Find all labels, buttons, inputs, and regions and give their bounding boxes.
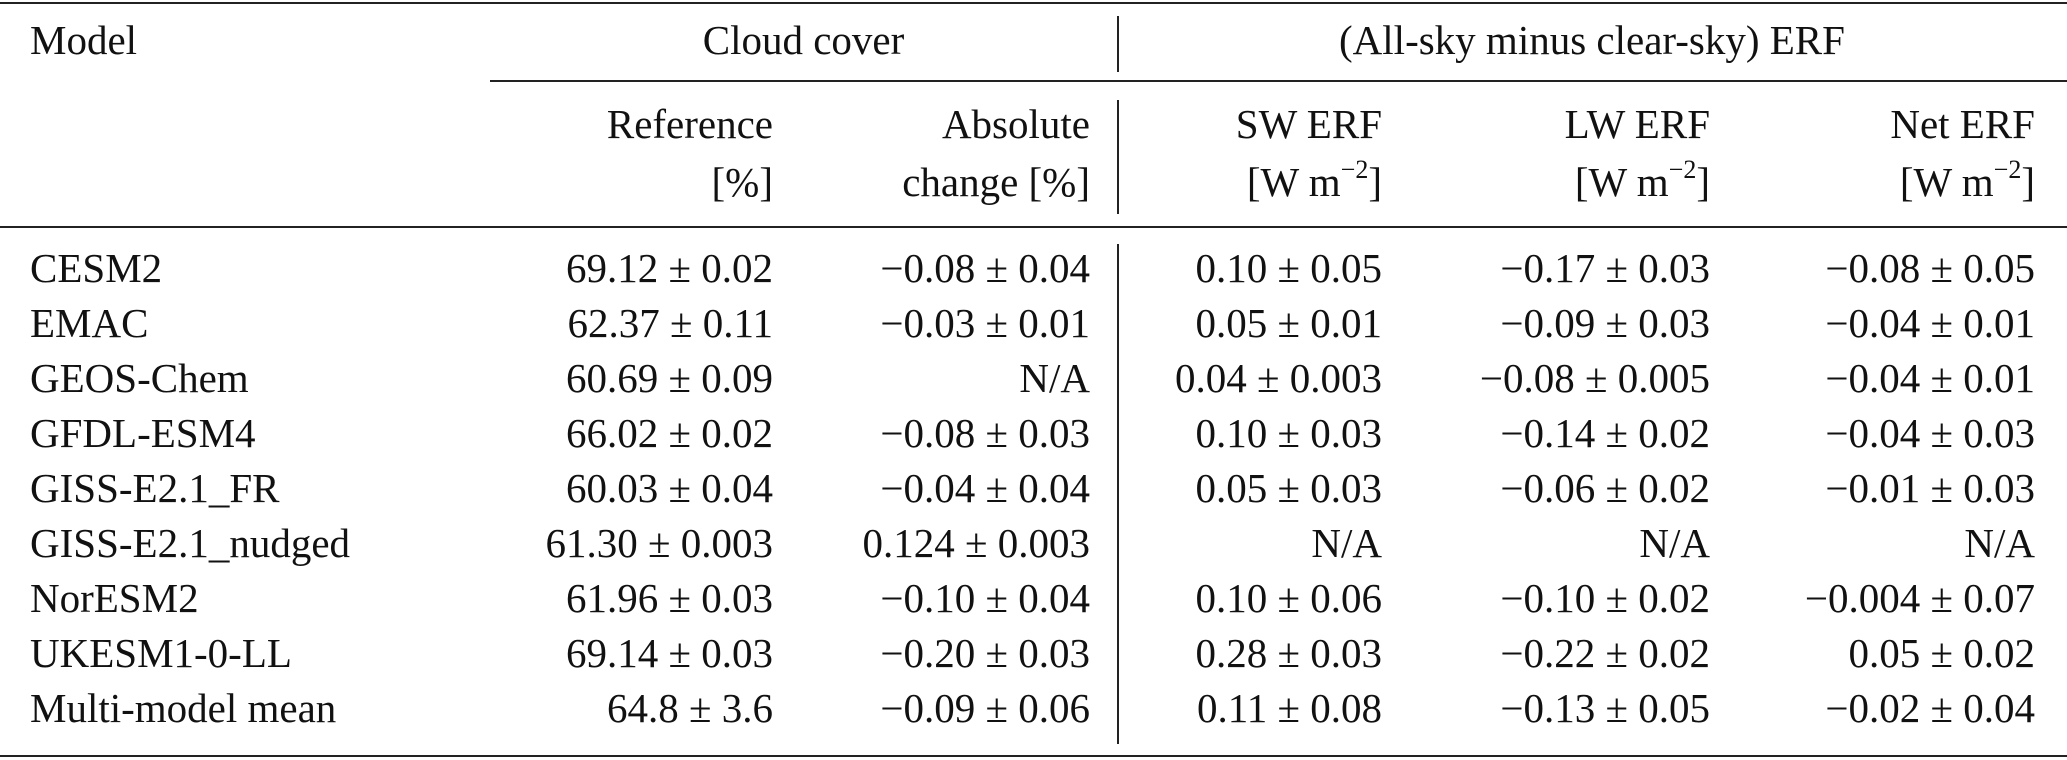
header-absolute: Absolute — [941, 101, 1090, 147]
column-divider-header — [1117, 100, 1119, 214]
cell-sw-erf: 0.04 ± 0.003 — [1174, 355, 1382, 401]
bottom-rule — [0, 755, 2067, 757]
cell-absolute-change: −0.08 ± 0.03 — [880, 410, 1090, 456]
header-sw-erf: SW ERF — [1235, 101, 1382, 147]
unit-exponent: −2 — [1993, 155, 2022, 184]
cell-sw-erf: 0.11 ± 0.08 — [1197, 685, 1382, 731]
header-rule — [0, 226, 2067, 228]
column-divider-top — [1117, 16, 1119, 72]
header-net-unit: [W m−2] — [1720, 155, 2035, 206]
unit-close: ] — [1696, 159, 1710, 205]
cell-net-erf: 0.05 ± 0.02 — [1848, 630, 2035, 676]
header-erf-group: (All-sky minus clear-sky) ERF — [1339, 17, 1845, 63]
cell-sw-erf: 0.10 ± 0.03 — [1195, 410, 1382, 456]
cell-lw-erf: N/A — [1639, 520, 1710, 566]
cell-sw-erf: 0.05 ± 0.01 — [1195, 300, 1382, 346]
cell-sw-erf: 0.10 ± 0.05 — [1195, 245, 1382, 291]
cell-lw-erf: −0.13 ± 0.05 — [1500, 685, 1710, 731]
cell-lw-erf: −0.22 ± 0.02 — [1500, 630, 1710, 676]
cell-reference: 64.8 ± 3.6 — [606, 685, 773, 731]
cell-model: CESM2 — [30, 245, 163, 291]
cell-model: GISS-E2.1_FR — [30, 465, 280, 511]
cell-net-erf: N/A — [1964, 520, 2035, 566]
header-absolute-unit: change [%] — [902, 159, 1090, 205]
cell-net-erf: −0.02 ± 0.04 — [1825, 685, 2035, 731]
cell-reference: 61.30 ± 0.003 — [545, 520, 773, 566]
cell-absolute-change: −0.04 ± 0.04 — [880, 465, 1090, 511]
header-cloud-cover: Cloud cover — [702, 17, 905, 63]
cell-absolute-change: 0.124 ± 0.003 — [862, 520, 1090, 566]
header-lw-erf: LW ERF — [1564, 101, 1710, 147]
cell-lw-erf: −0.10 ± 0.02 — [1500, 575, 1710, 621]
header-reference: Reference — [606, 101, 773, 147]
cell-lw-erf: −0.17 ± 0.03 — [1500, 245, 1710, 291]
cell-reference: 69.12 ± 0.02 — [565, 245, 773, 291]
cell-net-erf: −0.004 ± 0.07 — [1804, 575, 2035, 621]
header-net-erf: Net ERF — [1890, 101, 2035, 147]
cell-net-erf: −0.04 ± 0.03 — [1825, 410, 2035, 456]
cell-absolute-change: −0.10 ± 0.04 — [880, 575, 1090, 621]
header-lw-unit: [W m−2] — [1390, 155, 1710, 206]
unit-close: ] — [2021, 159, 2035, 205]
unit-base: [W m — [1899, 159, 1994, 205]
cell-model: GEOS-Chem — [30, 355, 249, 401]
cell-sw-erf: 0.05 ± 0.03 — [1195, 465, 1382, 511]
column-divider-body — [1117, 244, 1119, 744]
cell-lw-erf: −0.09 ± 0.03 — [1500, 300, 1710, 346]
cell-sw-erf: 0.28 ± 0.03 — [1195, 630, 1382, 676]
cell-net-erf: −0.04 ± 0.01 — [1825, 355, 2035, 401]
header-sw-unit: [W m−2] — [1117, 155, 1382, 206]
cell-absolute-change: N/A — [1019, 355, 1090, 401]
cell-lw-erf: −0.08 ± 0.005 — [1479, 355, 1710, 401]
cell-reference: 60.03 ± 0.04 — [565, 465, 773, 511]
cell-reference: 62.37 ± 0.11 — [567, 300, 773, 346]
cell-reference: 60.69 ± 0.09 — [565, 355, 773, 401]
top-rule — [0, 2, 2067, 4]
cell-net-erf: −0.04 ± 0.01 — [1825, 300, 2035, 346]
header-model: Model — [30, 17, 138, 63]
cell-reference: 66.02 ± 0.02 — [565, 410, 773, 456]
cell-absolute-change: −0.03 ± 0.01 — [880, 300, 1090, 346]
cell-sw-erf: N/A — [1311, 520, 1382, 566]
cell-model: UKESM1-0-LL — [30, 630, 292, 676]
unit-base: [W m — [1574, 159, 1669, 205]
cell-sw-erf: 0.10 ± 0.06 — [1195, 575, 1382, 621]
unit-exponent: −2 — [1340, 155, 1369, 184]
unit-exponent: −2 — [1668, 155, 1697, 184]
cell-absolute-change: −0.20 ± 0.03 — [880, 630, 1090, 676]
group-underline — [490, 80, 2067, 82]
cell-model: GISS-E2.1_nudged — [30, 520, 351, 566]
cell-model: GFDL-ESM4 — [30, 410, 256, 456]
cell-lw-erf: −0.14 ± 0.02 — [1500, 410, 1710, 456]
unit-base: [W m — [1246, 159, 1341, 205]
cell-model: Multi-model mean — [30, 685, 337, 731]
unit-close: ] — [1368, 159, 1382, 205]
cell-absolute-change: −0.08 ± 0.04 — [880, 245, 1090, 291]
cell-net-erf: −0.08 ± 0.05 — [1825, 245, 2035, 291]
cell-reference: 61.96 ± 0.03 — [565, 575, 773, 621]
cell-absolute-change: −0.09 ± 0.06 — [880, 685, 1090, 731]
cell-model: NorESM2 — [30, 575, 199, 621]
cell-model: EMAC — [30, 300, 149, 346]
cell-reference: 69.14 ± 0.03 — [565, 630, 773, 676]
header-reference-unit: [%] — [711, 159, 773, 205]
cell-net-erf: −0.01 ± 0.03 — [1825, 465, 2035, 511]
cell-lw-erf: −0.06 ± 0.02 — [1500, 465, 1710, 511]
